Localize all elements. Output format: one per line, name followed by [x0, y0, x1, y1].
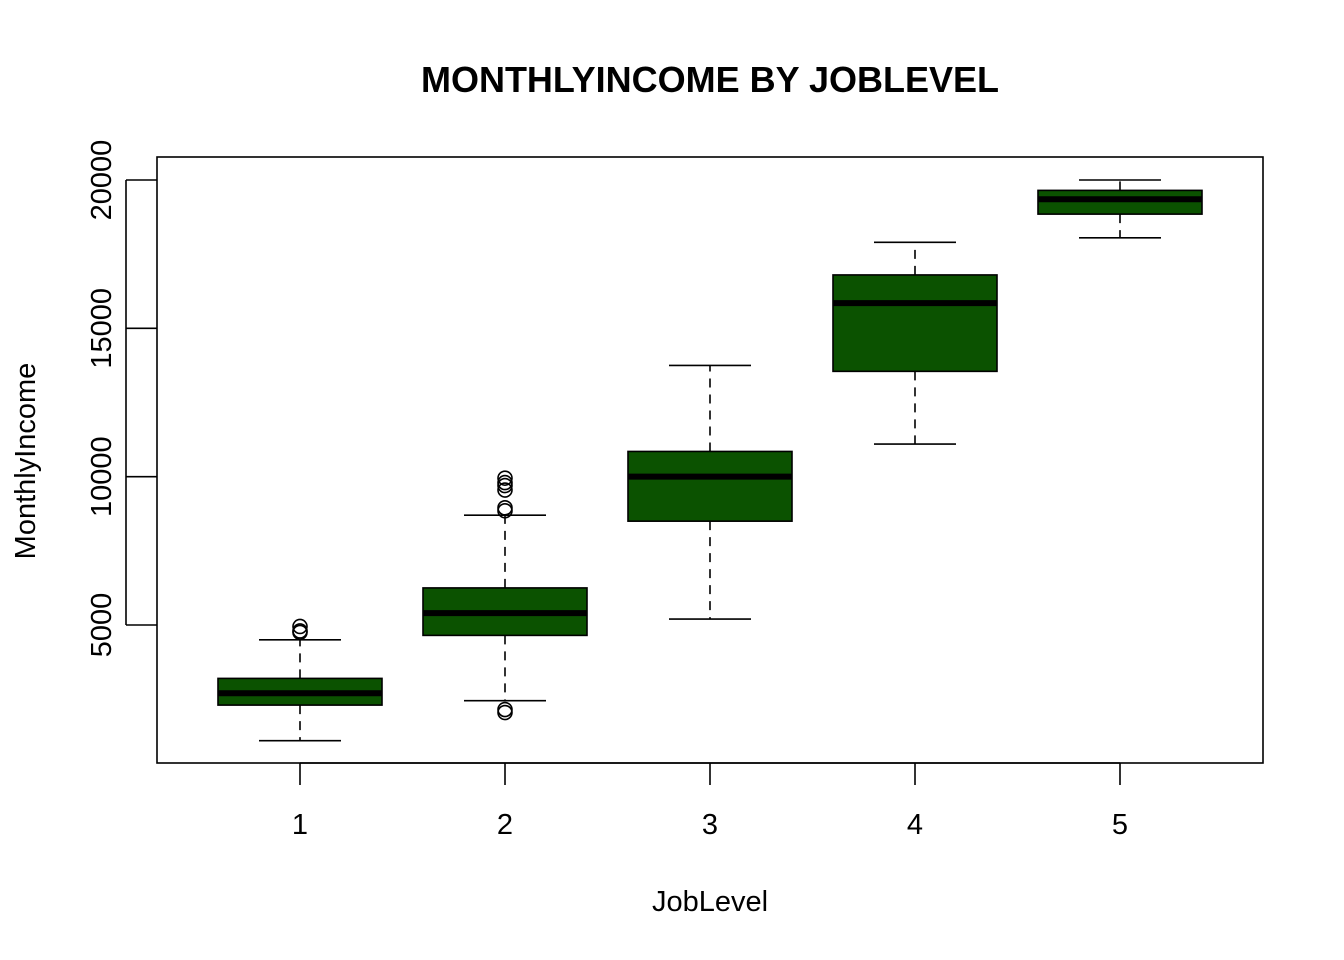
outlier-point — [497, 704, 513, 721]
outlier-point — [497, 701, 513, 718]
iqr-box — [627, 450, 793, 522]
outlier-point — [497, 482, 513, 498]
box-2 — [422, 470, 588, 721]
iqr-box — [832, 274, 998, 373]
y-axis: 5000 10000 15000 20000 — [86, 140, 157, 658]
box-4 — [832, 241, 998, 445]
chart-title: MONTHLYINCOME BY JOBLEVEL — [421, 59, 999, 100]
box-3 — [627, 364, 793, 620]
x-tick-label: 3 — [702, 809, 718, 841]
outlier-point — [497, 500, 513, 516]
y-tick-label: 20000 — [86, 140, 118, 221]
box-5 — [1037, 179, 1203, 239]
x-tick-label: 5 — [1112, 809, 1128, 841]
x-axis-label: JobLevel — [652, 886, 768, 918]
x-tick-label: 1 — [292, 809, 308, 841]
box-1 — [217, 618, 383, 742]
outlier-point — [292, 623, 308, 639]
y-tick-label: 5000 — [86, 593, 118, 658]
outlier-point — [292, 618, 308, 635]
y-axis-label: MonthlyIncome — [10, 363, 42, 560]
y-tick-label: 10000 — [86, 436, 118, 517]
outlier-point — [497, 474, 513, 491]
x-axis: 1 2 3 4 5 — [292, 762, 1128, 841]
x-tick-label: 4 — [907, 809, 923, 841]
x-tick-label: 2 — [497, 809, 513, 841]
outlier-point — [497, 470, 513, 486]
y-tick-label: 15000 — [86, 288, 118, 369]
boxes-group — [217, 179, 1203, 742]
